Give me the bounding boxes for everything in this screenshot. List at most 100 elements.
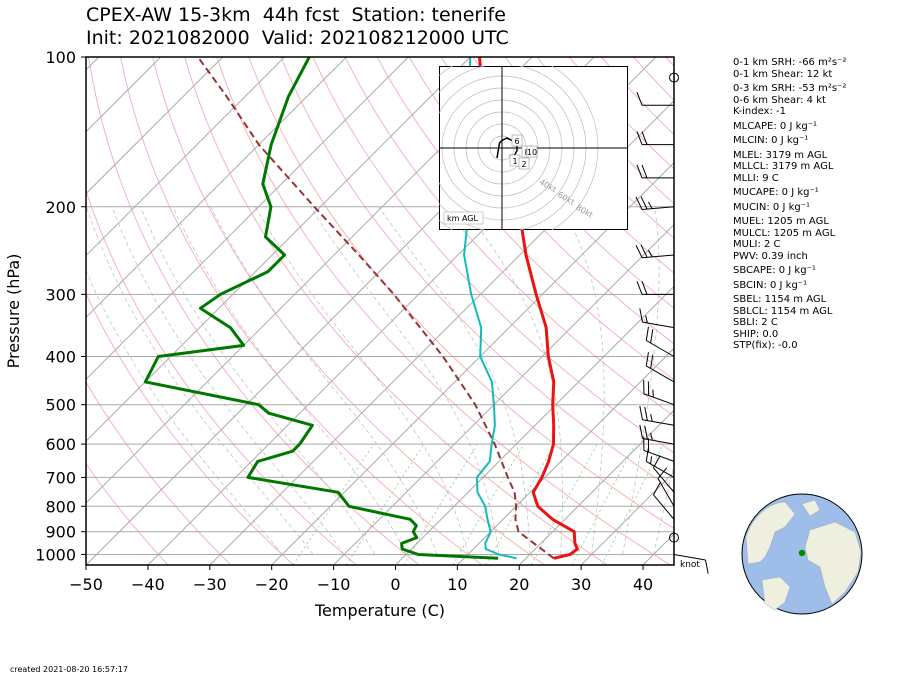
hodograph-marker-label: 1 <box>512 157 517 166</box>
dry-adiabat <box>376 57 674 381</box>
isotherm <box>395 285 674 565</box>
isotherm <box>580 471 674 565</box>
wind-barb <box>643 379 675 406</box>
wind-barb <box>639 405 675 426</box>
stat-line: MLLCL: 3179 m AGL <box>733 161 834 172</box>
globe-land-americas <box>745 501 796 565</box>
wind-barb <box>639 424 675 445</box>
dry-adiabat <box>280 57 674 492</box>
dry-adiabat <box>472 57 674 274</box>
mixing-ratio-line <box>601 443 664 565</box>
stat-line: 0-3 km SRH: -53 m²s⁻² <box>733 83 847 94</box>
globe-land-south-america <box>761 576 791 611</box>
y-tick-label: 300 <box>45 285 76 304</box>
wind-barb <box>652 482 675 520</box>
isotherm <box>86 57 162 133</box>
stat-line: SBCIN: 0 J kg⁻¹ <box>733 279 808 291</box>
wind-barb <box>645 352 675 383</box>
hodograph-marker-label: 2 <box>521 160 526 169</box>
x-tick-label: −10 <box>317 575 351 594</box>
dry-adiabat <box>120 57 483 565</box>
stat-line: SBCAPE: 0 J kg⁻¹ <box>733 265 816 276</box>
dry-adiabat <box>86 292 295 565</box>
y-axis-label: Pressure (hPa) <box>4 254 23 369</box>
wind-barb <box>635 196 675 211</box>
isotherm <box>518 409 674 565</box>
stat-line: MUCAPE: 0 J kg⁻¹ <box>733 187 819 198</box>
wind-barb <box>639 308 675 329</box>
wind-barb <box>636 164 674 179</box>
stat-line: MLCAPE: 0 J kg⁻¹ <box>733 120 818 132</box>
moist-adiabat <box>622 206 660 555</box>
isotherm <box>86 57 409 381</box>
stat-line: 0-1 km Shear: 12 kt <box>733 68 833 80</box>
isotherm <box>86 57 471 442</box>
dry-adiabat <box>344 57 674 417</box>
moist-adiabat <box>172 206 407 555</box>
wind-barb <box>645 326 675 357</box>
isotherm <box>86 57 347 319</box>
y-tick-label: 200 <box>45 198 76 217</box>
wind-barb <box>636 92 674 106</box>
isotherm <box>333 223 674 565</box>
globe-land-africa-europe <box>804 521 862 605</box>
y-tick-label: 500 <box>45 396 76 415</box>
wind-barb <box>636 281 674 295</box>
hodograph-marker-box <box>526 145 538 158</box>
x-axis-label: Temperature (C) <box>314 601 445 620</box>
x-tick-label: −50 <box>69 575 103 594</box>
stat-line: 0-6 km Shear: 4 kt <box>733 94 826 106</box>
dry-adiabat <box>86 189 357 565</box>
y-tick-label: 400 <box>45 348 76 367</box>
globe-land-greenland <box>801 499 821 517</box>
moist-adiabat <box>562 206 605 555</box>
dry-adiabat <box>184 57 608 565</box>
moist-adiabat <box>653 463 674 555</box>
wind-barb <box>673 553 709 574</box>
surface-temperature-label: 72 <box>542 564 556 577</box>
dry-adiabat <box>152 57 545 565</box>
chart-title-line2: Init: 2021082000 Valid: 202108212000 UTC <box>86 27 509 49</box>
mixing-ratio-line <box>345 443 425 565</box>
dry-adiabat <box>248 57 674 530</box>
y-tick-label: 600 <box>45 435 76 454</box>
surface-dewpoint-label: 56 <box>490 564 504 577</box>
hodograph-marker-box <box>511 134 523 147</box>
stat-line: SBLI: 2 C <box>733 317 778 328</box>
chart-title-line1: CPEX-AW 15-3km 44h fcst Station: tenerif… <box>86 4 506 26</box>
location-globe <box>741 493 863 615</box>
x-tick-label: −30 <box>193 575 227 594</box>
stat-line: MUEL: 1205 m AGL <box>733 216 829 227</box>
isotherm <box>86 57 223 195</box>
isotherm <box>457 347 674 565</box>
station-marker <box>798 549 806 557</box>
wind-barbs <box>635 72 709 574</box>
y-tick-label: 1000 <box>35 545 76 564</box>
dry-adiabat <box>86 462 169 565</box>
stat-line: MUCIN: 0 J kg⁻¹ <box>733 201 811 213</box>
dry-adiabat <box>86 381 232 565</box>
x-tick-label: −40 <box>131 575 165 594</box>
isotherm <box>209 100 674 565</box>
moist-adiabat <box>378 206 531 555</box>
x-tick-label: −20 <box>255 575 289 594</box>
mixing-ratio-line <box>452 443 525 565</box>
x-tick-label: 40 <box>633 575 653 594</box>
y-tick-label: 800 <box>45 497 76 516</box>
moist-adiabat <box>140 206 376 555</box>
hodograph-legend-box <box>443 211 484 225</box>
mixing-ratio-line <box>403 443 478 565</box>
stat-line: MULCL: 1205 m AGL <box>733 227 836 239</box>
sounding-stats-panel: 0-1 km SRH: -66 m²s⁻² 0-1 km Shear: 12 kt… <box>733 57 846 352</box>
isotherm <box>86 57 285 257</box>
mixing-ratio-line <box>292 443 375 565</box>
created-timestamp: created 2021-08-20 16:57:17 <box>10 665 128 674</box>
hodograph-marker-label: 6 <box>514 137 519 146</box>
hodograph-legend-label: km AGL <box>447 214 479 223</box>
dry-adiabat <box>440 57 674 309</box>
y-tick-label: 700 <box>45 468 76 487</box>
x-tick-label: 10 <box>447 575 467 594</box>
dewpoint-trace <box>143 57 499 560</box>
x-tick-label: 0 <box>390 575 400 594</box>
knot-unit-label: knot <box>680 560 700 570</box>
